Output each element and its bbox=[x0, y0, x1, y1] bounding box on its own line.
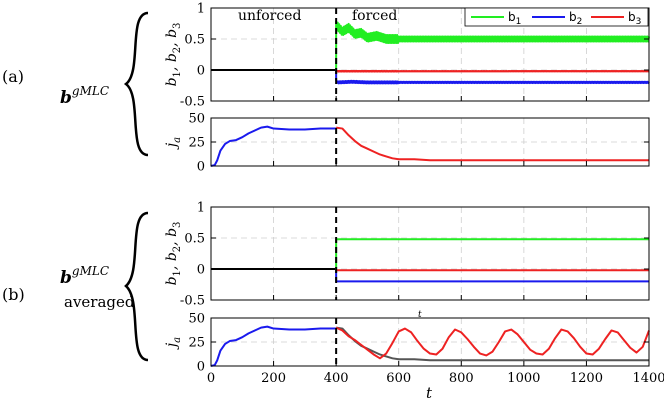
axes-frame bbox=[210, 206, 650, 301]
series-line-b2 bbox=[335, 70, 650, 85]
y-axis-label: ja bbox=[164, 137, 183, 150]
series-line-b3 bbox=[335, 69, 650, 73]
x-tick-label: 200 bbox=[261, 371, 286, 386]
y-tick-label: 50 bbox=[188, 112, 205, 127]
row-a-brace bbox=[123, 11, 149, 157]
y-tick-label: 1 bbox=[197, 2, 205, 17]
row-b-sublabel: averaged bbox=[64, 293, 135, 311]
y-tick-label: 0 bbox=[197, 160, 205, 175]
axes-frame bbox=[210, 7, 650, 102]
y-tick-label: 0.5 bbox=[184, 33, 205, 48]
legend: b1 b2 b3 bbox=[464, 7, 649, 27]
y-axis-label: b1, b2, b3 bbox=[164, 222, 183, 286]
stray-mark: t bbox=[418, 310, 422, 320]
forced-label: forced bbox=[352, 8, 397, 24]
y-tick-label: 1 bbox=[197, 201, 205, 216]
row-b-brace bbox=[124, 211, 149, 362]
panel-a-cost: 0 25 50 ja bbox=[164, 112, 650, 175]
y-tick-label: -0.5 bbox=[180, 95, 205, 110]
legend-label-b3: b3 bbox=[628, 10, 641, 27]
series-line-1 bbox=[335, 126, 649, 162]
y-axis-label: ja bbox=[164, 337, 183, 350]
x-tick-label: 800 bbox=[449, 371, 474, 386]
unforced-label: unforced bbox=[238, 8, 301, 24]
legend-label-b1: b1 bbox=[508, 10, 521, 27]
row-b-label: bgMLC bbox=[60, 264, 109, 288]
y-tick-label: 0 bbox=[197, 64, 205, 79]
y-tick-label: 25 bbox=[188, 336, 205, 351]
x-tick-label: 400 bbox=[324, 371, 349, 386]
x-tick-label: 1400 bbox=[632, 371, 664, 386]
panel-b-actuation: -0.5 0 0.5 1 b1, b2, b3 bbox=[164, 201, 650, 309]
series-line-1 bbox=[210, 325, 337, 367]
series-line-2 bbox=[335, 326, 650, 360]
y-tick-label: 0 bbox=[197, 263, 205, 278]
x-tick-label: 1000 bbox=[507, 371, 540, 386]
x-axis-label: t bbox=[426, 384, 433, 401]
y-tick-label: 25 bbox=[188, 136, 205, 151]
panel-b-cost: 0 25 50 0 200 400 600 800 1000 1200 1400 ja bbox=[164, 312, 664, 387]
x-tick-label: 0 bbox=[207, 371, 215, 386]
y-tick-label: -0.5 bbox=[180, 294, 205, 309]
y-tick-label: 50 bbox=[188, 312, 205, 327]
series-line-0 bbox=[210, 125, 337, 167]
row-a-label: bgMLC bbox=[60, 84, 109, 108]
y-tick-label: 0 bbox=[197, 360, 205, 375]
x-tick-label: 1200 bbox=[570, 371, 603, 386]
legend-label-b2: b2 bbox=[569, 10, 582, 27]
series-line-b1 bbox=[335, 20, 650, 70]
y-axis-label: b1, b2, b3 bbox=[164, 23, 183, 87]
y-tick-label: 0.5 bbox=[184, 232, 205, 247]
plot-area bbox=[211, 207, 649, 300]
x-tick-label: 600 bbox=[386, 371, 411, 386]
row-b-tag: (b) bbox=[2, 285, 25, 304]
row-a-tag: (a) bbox=[2, 67, 24, 86]
